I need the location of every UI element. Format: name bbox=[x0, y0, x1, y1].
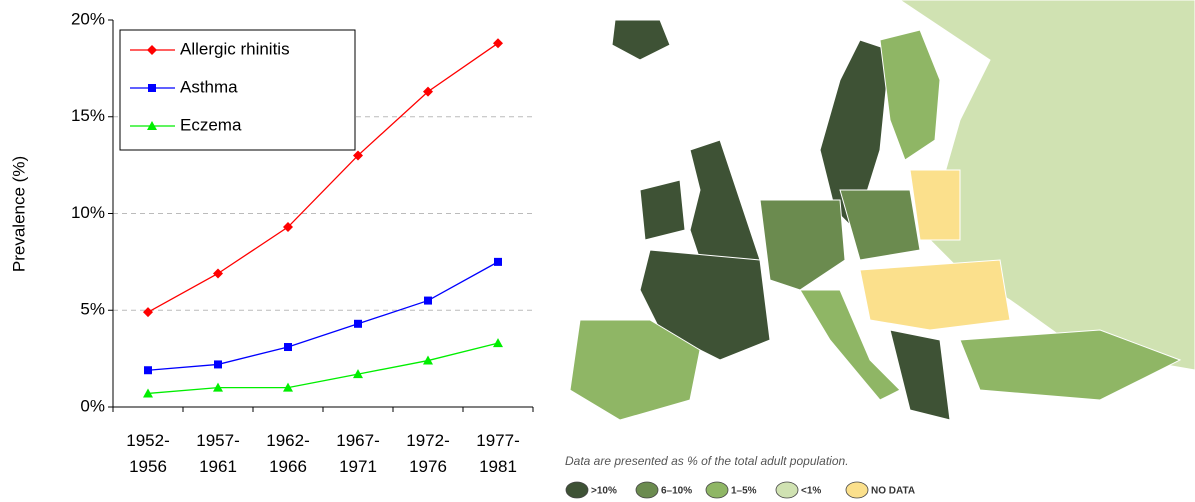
marker bbox=[353, 369, 363, 379]
x-tick-label: 1957-1961 bbox=[196, 431, 239, 476]
legend-label: 6–10% bbox=[661, 486, 692, 497]
y-tick-label: 20% bbox=[71, 9, 105, 28]
region bbox=[959, 329, 1182, 401]
marker bbox=[147, 121, 157, 130]
marker bbox=[143, 388, 153, 398]
marker bbox=[144, 366, 152, 375]
legend-swatch bbox=[845, 481, 869, 499]
y-tick-label: 10% bbox=[71, 203, 105, 222]
region bbox=[839, 189, 921, 261]
marker bbox=[424, 296, 432, 305]
x-tick-label: 1972-1976 bbox=[406, 431, 449, 476]
region bbox=[569, 319, 701, 421]
region bbox=[639, 179, 686, 241]
region bbox=[889, 329, 951, 421]
x-tick-label: 1962-1966 bbox=[266, 431, 309, 476]
x-tick-label: 1952-1956 bbox=[126, 431, 169, 476]
legend-label: Asthma bbox=[180, 77, 238, 96]
marker bbox=[148, 84, 156, 92]
legend-swatch bbox=[565, 481, 589, 499]
marker bbox=[284, 343, 292, 352]
y-tick-label: 5% bbox=[80, 300, 105, 319]
region bbox=[611, 19, 671, 61]
region bbox=[859, 259, 1011, 331]
region bbox=[759, 199, 846, 291]
marker bbox=[147, 45, 157, 55]
y-axis-label: Prevalence (%) bbox=[9, 156, 28, 272]
marker bbox=[213, 382, 223, 392]
region bbox=[909, 169, 961, 241]
legend-swatch bbox=[705, 481, 729, 499]
marker bbox=[283, 382, 293, 392]
map bbox=[545, 0, 1195, 502]
marker bbox=[493, 338, 503, 348]
marker bbox=[423, 355, 433, 365]
y-tick-label: 15% bbox=[71, 106, 105, 125]
region bbox=[639, 249, 771, 361]
x-tick-label: 1977-1981 bbox=[476, 431, 519, 476]
marker bbox=[213, 268, 223, 279]
y-tick-label: 0% bbox=[80, 396, 105, 415]
legend-label: NO DATA bbox=[871, 486, 915, 497]
legend-label: >10% bbox=[591, 486, 617, 497]
legend-label: Eczema bbox=[180, 115, 242, 134]
x-tick-label: 1967-1971 bbox=[336, 431, 379, 476]
region bbox=[799, 289, 901, 401]
legend-label: 1–5% bbox=[731, 486, 757, 497]
series-line bbox=[147, 261, 499, 371]
map-caption: Data are presented as % of the total adu… bbox=[565, 454, 849, 468]
region bbox=[879, 29, 941, 161]
marker bbox=[354, 319, 362, 328]
marker bbox=[143, 307, 153, 318]
series-line bbox=[147, 342, 499, 395]
marker bbox=[283, 222, 293, 233]
legend-swatch bbox=[635, 481, 659, 499]
legend-label: Allergic rhinitis bbox=[180, 39, 290, 58]
marker bbox=[494, 257, 502, 266]
marker bbox=[493, 38, 503, 49]
series-line bbox=[147, 42, 499, 313]
marker bbox=[353, 150, 363, 161]
marker bbox=[423, 86, 433, 97]
legend-label: <1% bbox=[801, 486, 821, 497]
legend-swatch bbox=[775, 481, 799, 499]
marker bbox=[214, 360, 222, 369]
